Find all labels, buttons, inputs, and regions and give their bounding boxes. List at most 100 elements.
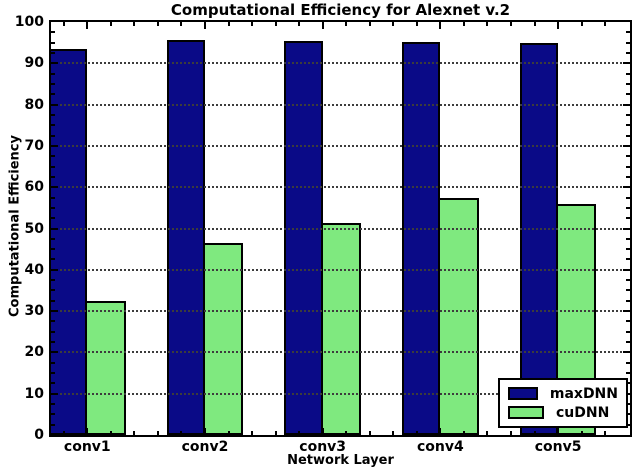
legend-entry-cudnn: cuDNN	[508, 406, 618, 420]
x-tick-top	[557, 22, 560, 29]
gridline-y20	[51, 351, 630, 354]
x-minor-tick-top	[580, 22, 583, 26]
y-tick-right	[626, 124, 630, 127]
x-minor-tick-top	[604, 22, 607, 26]
y-tick-left	[51, 320, 55, 323]
y-tick-left	[51, 165, 55, 168]
y-tick-left	[51, 227, 58, 230]
y-tick-right	[626, 196, 630, 199]
bar-cudnn-conv2	[203, 242, 244, 435]
y-tick-left	[51, 155, 55, 158]
x-minor-tick-top	[109, 22, 112, 26]
x-tick-bottom	[321, 428, 324, 435]
y-tick-right	[623, 227, 630, 230]
x-axis-label: Network Layer	[287, 453, 394, 468]
y-tick-right	[626, 413, 630, 416]
y-tick-left	[51, 51, 55, 54]
y-tick-right	[626, 258, 630, 261]
x-minor-tick-top	[486, 22, 489, 26]
x-tick-label-conv1: conv1	[63, 439, 111, 455]
x-minor-tick-bottom	[415, 431, 418, 435]
x-tick-top	[321, 22, 324, 29]
gridline-y50	[51, 227, 630, 230]
bar-maxdnn-conv1	[51, 48, 88, 435]
bar-maxdnn-conv5	[519, 43, 559, 435]
bar-cudnn-conv3	[320, 222, 362, 435]
y-tick-right	[626, 134, 630, 137]
x-minor-tick-bottom	[227, 431, 230, 435]
y-tick-right	[623, 310, 630, 313]
x-minor-tick-bottom	[298, 431, 301, 435]
gridline-y30	[51, 310, 630, 313]
y-tick-left	[51, 310, 58, 313]
y-tick-left	[51, 299, 55, 302]
y-tick-label-20: 20	[24, 344, 44, 361]
x-minor-tick-bottom	[580, 431, 583, 435]
plot-area: maxDNN cuDNN	[49, 20, 632, 437]
x-tick-bottom	[557, 428, 560, 435]
gridline-y70	[51, 144, 630, 147]
bar-maxdnn-conv4	[402, 42, 441, 435]
x-tick-label-conv4: conv4	[417, 439, 464, 455]
x-minor-tick-bottom	[368, 431, 371, 435]
x-minor-tick-bottom	[345, 431, 348, 435]
y-tick-right	[626, 361, 630, 364]
y-tick-right	[626, 382, 630, 385]
x-minor-tick-top	[180, 22, 183, 26]
y-tick-right	[626, 330, 630, 333]
bar-maxdnn-conv2	[166, 39, 205, 435]
y-tick-right	[626, 237, 630, 240]
y-tick-left	[51, 113, 55, 116]
y-tick-right	[623, 144, 630, 147]
y-tick-right	[626, 113, 630, 116]
y-tick-left	[51, 330, 55, 333]
y-tick-right	[623, 186, 630, 189]
y-tick-left	[51, 175, 55, 178]
y-tick-left	[51, 124, 55, 127]
x-minor-tick-bottom	[156, 431, 159, 435]
y-tick-right	[623, 62, 630, 65]
y-tick-right	[626, 320, 630, 323]
y-tick-label-90: 90	[24, 55, 44, 72]
x-minor-tick-top	[227, 22, 230, 26]
y-tick-left	[51, 258, 55, 261]
y-tick-left	[51, 341, 55, 344]
bar-cudnn-conv4	[438, 197, 479, 435]
x-minor-tick-top	[510, 22, 513, 26]
x-minor-tick-bottom	[180, 431, 183, 435]
gridline-y90	[51, 62, 630, 65]
y-tick-left	[51, 248, 55, 251]
y-tick-right	[623, 268, 630, 271]
x-tick-top	[86, 22, 89, 29]
x-minor-tick-top	[462, 22, 465, 26]
x-minor-tick-bottom	[604, 431, 607, 435]
y-tick-label-100: 100	[14, 14, 44, 30]
y-tick-right	[626, 93, 630, 96]
y-tick-right	[626, 31, 630, 34]
y-tick-left	[51, 144, 58, 147]
x-minor-tick-bottom	[133, 431, 136, 435]
y-tick-right	[626, 82, 630, 85]
x-minor-tick-bottom	[462, 431, 465, 435]
gridline-y80	[51, 103, 630, 106]
y-tick-right	[626, 372, 630, 375]
y-tick-left	[51, 351, 58, 354]
x-minor-tick-top	[533, 22, 536, 26]
x-tick-bottom	[439, 428, 442, 435]
y-tick-left	[51, 103, 58, 106]
y-tick-left	[51, 268, 58, 271]
y-tick-right	[626, 206, 630, 209]
legend: maxDNN cuDNN	[498, 378, 628, 428]
y-tick-left	[51, 237, 55, 240]
x-minor-tick-top	[392, 22, 395, 26]
x-tick-top	[439, 22, 442, 29]
y-tick-label-0: 0	[34, 427, 44, 443]
y-tick-left	[51, 62, 58, 65]
y-tick-right	[623, 103, 630, 106]
legend-swatch-cudnn	[508, 406, 544, 419]
y-tick-right	[626, 248, 630, 251]
y-tick-label-40: 40	[24, 261, 44, 278]
y-tick-right	[626, 299, 630, 302]
x-minor-tick-top	[251, 22, 254, 26]
